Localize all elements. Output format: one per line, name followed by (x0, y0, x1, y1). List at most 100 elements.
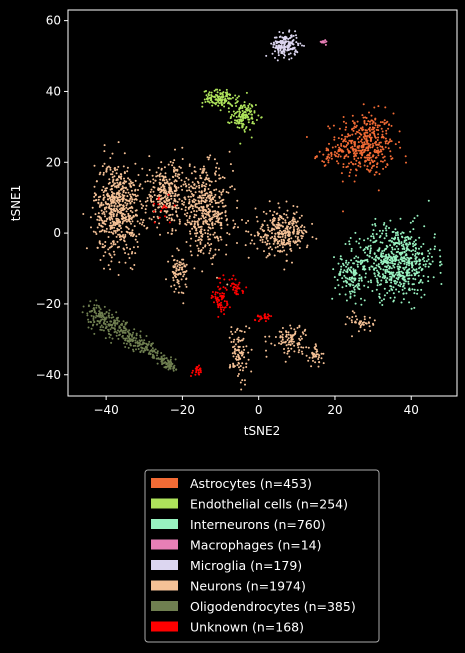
scatter-point (158, 196, 161, 199)
scatter-point (409, 221, 412, 224)
series-6-points (81, 299, 178, 372)
scatter-point (342, 262, 344, 265)
scatter-point (176, 281, 179, 284)
scatter-point (225, 95, 227, 98)
scatter-point (266, 239, 269, 242)
scatter-point (182, 302, 185, 305)
scatter-point (314, 157, 317, 160)
scatter-point (264, 320, 267, 323)
scatter-point (211, 221, 214, 224)
scatter-point (168, 184, 171, 187)
scatter-point (126, 340, 129, 343)
scatter-point (197, 369, 200, 372)
scatter-point (125, 342, 128, 345)
scatter-point (117, 274, 120, 276)
scatter-point (372, 229, 375, 232)
scatter-point (198, 190, 201, 193)
scatter-point (352, 284, 354, 287)
scatter-point (404, 254, 407, 257)
scatter-point (433, 236, 436, 239)
scatter-point (100, 316, 103, 319)
scatter-point (277, 221, 280, 224)
scatter-point (158, 200, 161, 203)
scatter-point (373, 164, 375, 167)
scatter-point (364, 156, 367, 159)
scatter-point (245, 325, 248, 328)
scatter-point (126, 188, 129, 191)
scatter-point (220, 310, 223, 313)
scatter-point (367, 120, 370, 123)
scatter-point (112, 240, 115, 243)
scatter-point (239, 369, 242, 371)
scatter-point (298, 239, 300, 242)
scatter-point (400, 301, 403, 304)
x-axis-ticks: −40 −20 0 20 40 (93, 396, 419, 417)
scatter-point (220, 301, 223, 304)
scatter-point (322, 362, 325, 365)
scatter-point (236, 287, 239, 290)
legend-swatch (151, 519, 178, 529)
scatter-point (125, 225, 128, 228)
scatter-point (178, 222, 181, 225)
scatter-point (355, 154, 357, 157)
scatter-point (113, 209, 116, 212)
scatter-point (403, 287, 406, 290)
scatter-point (152, 200, 155, 203)
scatter-point (349, 168, 352, 171)
scatter-point (135, 337, 138, 340)
scatter-point (285, 331, 288, 334)
scatter-point (94, 231, 97, 234)
scatter-point (440, 263, 443, 266)
scatter-point (143, 224, 146, 227)
scatter-point (95, 180, 98, 183)
scatter-point (128, 257, 131, 259)
scatter-point (363, 122, 366, 125)
scatter-point (185, 241, 188, 243)
scatter-point (168, 202, 171, 205)
scatter-point (214, 253, 217, 256)
scatter-point (390, 240, 393, 243)
scatter-point (237, 226, 239, 229)
scatter-point (132, 348, 134, 351)
scatter-point (349, 295, 352, 298)
scatter-point (347, 134, 350, 137)
scatter-point (358, 279, 361, 282)
scatter-point (286, 225, 289, 228)
scatter-point (207, 195, 210, 198)
scatter-point (221, 176, 224, 179)
scatter-point (386, 262, 389, 265)
scatter-point (134, 162, 137, 165)
scatter-point (277, 217, 280, 220)
scatter-point (347, 133, 350, 136)
scatter-point (438, 249, 441, 252)
scatter-point (263, 314, 266, 317)
scatter-point (363, 164, 366, 167)
scatter-point (107, 194, 110, 197)
scatter-point (344, 140, 347, 143)
scatter-point (366, 165, 369, 168)
scatter-point (279, 232, 282, 235)
scatter-point (98, 322, 101, 324)
scatter-point (411, 220, 414, 223)
scatter-point (357, 287, 360, 290)
scatter-point (201, 214, 204, 217)
scatter-point (413, 240, 416, 243)
scatter-point (412, 249, 415, 252)
scatter-point (363, 120, 366, 123)
scatter-point (118, 194, 121, 197)
scatter-point (149, 191, 152, 193)
scatter-point (187, 195, 190, 198)
scatter-point (399, 258, 402, 261)
scatter-point (195, 227, 198, 230)
scatter-point (140, 339, 143, 342)
scatter-point (375, 171, 378, 174)
scatter-point (344, 293, 347, 296)
scatter-point (119, 176, 122, 179)
scatter-point (261, 228, 264, 231)
scatter-point (412, 245, 415, 248)
scatter-point (372, 154, 375, 157)
scatter-point (92, 319, 95, 321)
scatter-point (211, 216, 214, 219)
scatter-point (200, 235, 203, 237)
scatter-point (223, 292, 225, 295)
